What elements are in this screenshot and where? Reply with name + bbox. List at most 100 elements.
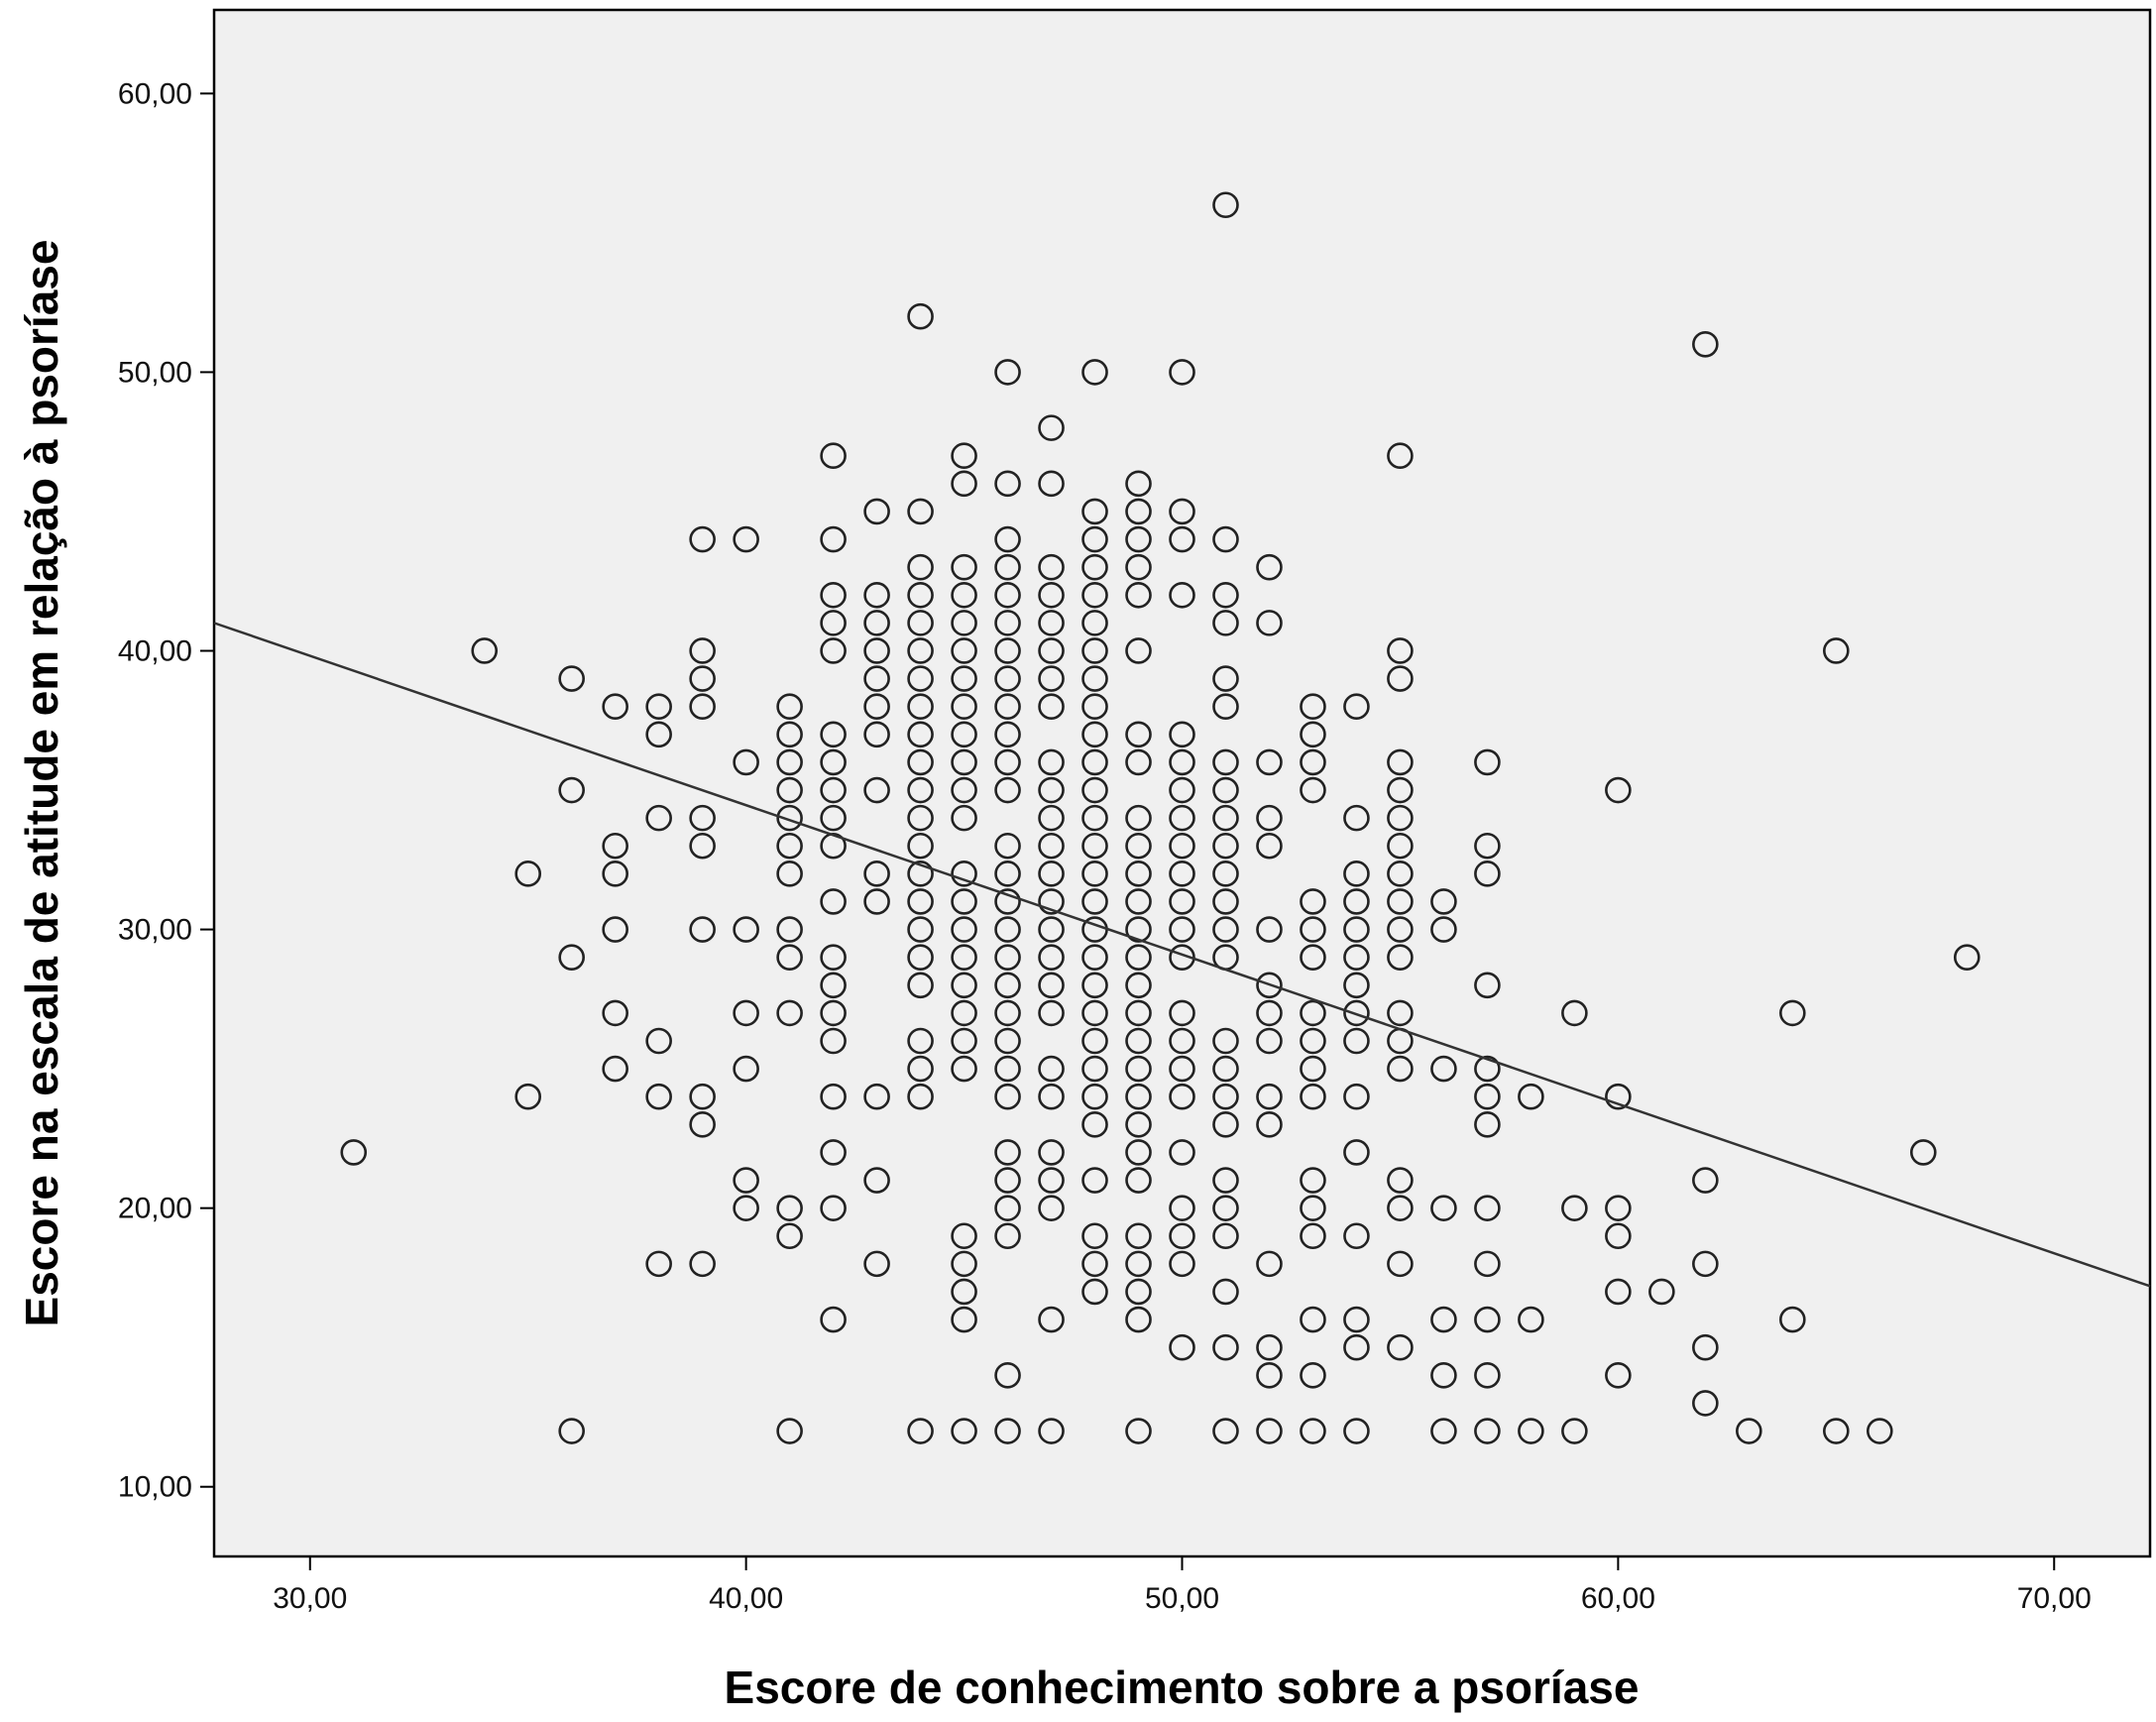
data-point [689,693,716,721]
data-point [1081,1222,1108,1250]
data-point [1430,1306,1457,1333]
data-point [645,1027,672,1055]
data-point [951,665,977,692]
data-point [1038,748,1065,776]
data-point [907,748,934,776]
data-point [1038,693,1065,721]
data-point [1300,776,1326,804]
data-point [1300,693,1326,721]
data-point [1256,1027,1283,1055]
data-point [1038,1418,1065,1444]
data-point [1081,359,1108,386]
data-point [1212,804,1239,832]
data-point [1081,553,1108,581]
data-point [1343,999,1370,1027]
regression-line [213,622,2151,1288]
data-point [1169,1250,1195,1278]
data-point [1169,581,1195,609]
data-point [1474,972,1501,999]
data-point [340,1139,368,1166]
data-point [951,693,977,721]
data-point [1343,888,1370,915]
data-point [1866,1418,1893,1444]
data-point [951,804,977,832]
data-point [1081,832,1108,860]
data-point [1212,832,1239,860]
data-point [1953,944,1981,971]
data-point [820,804,847,832]
data-point [1300,888,1326,915]
data-point [1474,1361,1501,1389]
data-point [907,1083,934,1110]
data-point [994,1222,1021,1250]
data-point [1038,637,1065,664]
data-point [1561,1195,1588,1221]
data-point [1605,776,1632,804]
data-point [1256,748,1283,776]
data-point [1169,1027,1195,1055]
data-point [1038,776,1065,804]
data-point [994,888,1021,915]
data-point [820,944,847,971]
data-point [994,861,1021,887]
data-point [951,776,977,804]
data-point [1038,414,1065,441]
data-point [1300,1361,1326,1389]
data-point [1212,525,1239,553]
data-point [1169,861,1195,887]
data-point [820,610,847,636]
data-point [1125,1418,1152,1444]
data-point [1081,748,1108,776]
data-point [907,610,934,636]
data-point [1125,1250,1152,1278]
data-point [994,916,1021,943]
y-tick-label: 50,00 [118,356,192,389]
data-point [1387,442,1414,470]
data-point [1212,1167,1239,1194]
data-point [1387,1055,1414,1083]
data-point [602,1055,628,1083]
data-point [863,637,890,664]
data-point [689,637,716,664]
data-point [907,1418,934,1444]
data-point [1909,1139,1937,1166]
data-point [1169,1055,1195,1083]
data-point [776,748,803,776]
data-point [558,665,585,692]
data-point [1038,1306,1065,1333]
x-tick-label: 70,00 [2017,1582,2092,1615]
data-point [1343,804,1370,832]
data-point [951,1278,977,1306]
data-point [1169,721,1195,748]
data-point [1081,972,1108,999]
data-point [1300,1195,1326,1221]
data-point [558,944,585,971]
data-point [907,804,934,832]
data-point [689,804,716,832]
data-point [1387,1167,1414,1194]
data-point [1474,1111,1501,1138]
data-point [1387,637,1414,664]
data-point [1212,916,1239,943]
data-point [1038,470,1065,498]
data-point [1081,693,1108,721]
data-point [1343,1418,1370,1444]
data-point [820,525,847,553]
data-point [994,1027,1021,1055]
data-point [602,999,628,1027]
data-point [776,1418,803,1444]
data-point [951,1250,977,1278]
data-point [1125,1278,1152,1306]
data-point [1256,972,1283,999]
data-point [558,1418,585,1444]
data-point [1038,888,1065,915]
data-point [1343,1139,1370,1166]
data-point [689,1083,716,1110]
data-point [994,1361,1021,1389]
data-point [1387,748,1414,776]
data-point [1125,832,1152,860]
data-point [951,972,977,999]
data-point [907,861,934,887]
data-point [1125,861,1152,887]
